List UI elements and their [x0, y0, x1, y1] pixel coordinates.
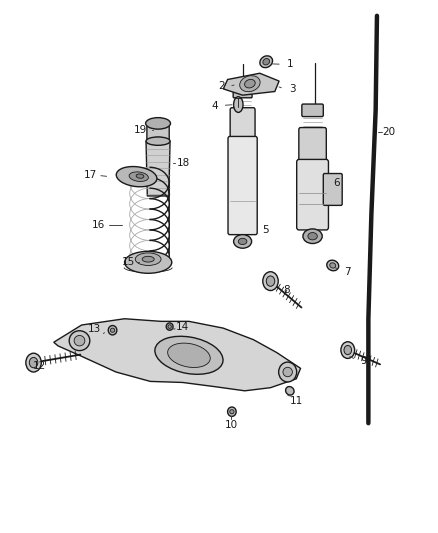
FancyBboxPatch shape: [323, 174, 342, 205]
Text: 10: 10: [224, 421, 237, 430]
Text: 19: 19: [134, 125, 148, 135]
FancyBboxPatch shape: [297, 159, 328, 230]
Ellipse shape: [116, 166, 157, 187]
Ellipse shape: [233, 97, 243, 112]
Ellipse shape: [279, 362, 297, 382]
Text: 7: 7: [344, 266, 351, 277]
Text: 1: 1: [286, 59, 293, 69]
Text: 6: 6: [334, 178, 340, 188]
Polygon shape: [223, 73, 279, 95]
Polygon shape: [146, 141, 170, 196]
FancyBboxPatch shape: [147, 122, 169, 143]
Text: 3: 3: [289, 84, 295, 94]
Ellipse shape: [136, 174, 144, 178]
Text: 20: 20: [382, 127, 395, 137]
Ellipse shape: [244, 79, 255, 88]
Ellipse shape: [110, 328, 115, 332]
FancyBboxPatch shape: [233, 88, 252, 98]
Circle shape: [29, 358, 38, 368]
Ellipse shape: [129, 172, 148, 181]
Text: 2: 2: [218, 82, 224, 91]
FancyBboxPatch shape: [299, 127, 326, 164]
Text: 14: 14: [176, 321, 189, 332]
Ellipse shape: [327, 260, 339, 271]
Text: 15: 15: [121, 257, 134, 268]
Ellipse shape: [168, 325, 171, 328]
Text: 13: 13: [88, 324, 101, 334]
Polygon shape: [54, 319, 300, 391]
Ellipse shape: [286, 386, 294, 395]
Text: 8: 8: [283, 285, 290, 295]
Ellipse shape: [148, 138, 167, 145]
Ellipse shape: [230, 410, 234, 414]
Ellipse shape: [303, 229, 322, 244]
Text: 18: 18: [177, 158, 191, 168]
Ellipse shape: [283, 367, 293, 377]
Text: 12: 12: [33, 361, 46, 371]
Circle shape: [26, 353, 41, 372]
Text: 9: 9: [361, 356, 367, 366]
Text: 11: 11: [290, 396, 303, 406]
Ellipse shape: [74, 335, 85, 346]
FancyBboxPatch shape: [228, 136, 257, 235]
Ellipse shape: [69, 331, 90, 351]
Ellipse shape: [168, 343, 210, 367]
Ellipse shape: [240, 76, 260, 92]
Text: 4: 4: [212, 101, 218, 111]
Ellipse shape: [263, 59, 270, 65]
Ellipse shape: [330, 263, 336, 268]
Circle shape: [266, 276, 275, 286]
Circle shape: [341, 342, 355, 358]
Ellipse shape: [166, 323, 173, 330]
FancyBboxPatch shape: [230, 108, 255, 141]
Ellipse shape: [308, 232, 317, 240]
Ellipse shape: [135, 253, 161, 265]
Ellipse shape: [124, 252, 172, 273]
Ellipse shape: [155, 336, 223, 374]
Ellipse shape: [238, 238, 247, 245]
Circle shape: [344, 345, 352, 354]
FancyBboxPatch shape: [302, 104, 323, 117]
Ellipse shape: [146, 137, 170, 146]
Ellipse shape: [108, 326, 117, 335]
Text: 5: 5: [262, 225, 268, 235]
Ellipse shape: [260, 56, 272, 68]
Ellipse shape: [233, 235, 251, 248]
Ellipse shape: [142, 256, 154, 262]
Ellipse shape: [145, 118, 170, 129]
Circle shape: [263, 272, 278, 290]
Text: 17: 17: [84, 170, 97, 180]
Ellipse shape: [228, 407, 236, 416]
Text: 16: 16: [92, 220, 105, 230]
